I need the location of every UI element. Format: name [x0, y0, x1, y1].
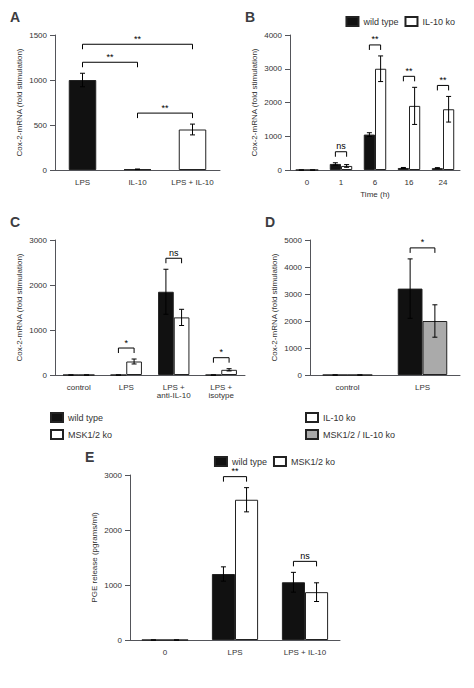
svg-text:LPS +: LPS + [210, 382, 233, 392]
svg-text:1500: 1500 [29, 31, 47, 40]
svg-text:0: 0 [305, 178, 310, 187]
svg-text:MSK1/2 ko: MSK1/2 ko [68, 430, 112, 440]
svg-text:1000: 1000 [29, 326, 47, 335]
svg-text:0: 0 [278, 166, 283, 175]
svg-text:Cox-2-mRNA (fold stimulation): Cox-2-mRNA (fold stimulation) [270, 253, 279, 361]
svg-text:IL-10 ko: IL-10 ko [422, 17, 455, 27]
svg-text:2000: 2000 [264, 98, 282, 107]
svg-text:1000: 1000 [284, 344, 302, 353]
svg-text:control: control [67, 383, 91, 392]
svg-text:2000: 2000 [104, 526, 122, 535]
svg-text:*: * [421, 237, 425, 247]
svg-text:anti-IL-10: anti-IL-10 [157, 391, 191, 400]
svg-text:ns: ns [336, 141, 346, 151]
svg-text:IL-10 ko: IL-10 ko [323, 413, 356, 423]
svg-text:MSK1/2 ko: MSK1/2 ko [291, 457, 335, 467]
svg-text:A: A [10, 9, 20, 25]
svg-text:*: * [124, 338, 128, 348]
svg-text:**: ** [371, 34, 379, 44]
svg-text:**: ** [405, 66, 413, 76]
svg-text:0: 0 [43, 166, 48, 175]
svg-text:wild type: wild type [362, 17, 398, 27]
svg-text:IL-10: IL-10 [128, 178, 147, 187]
svg-text:LPS + IL-10: LPS + IL-10 [284, 648, 327, 657]
svg-text:1000: 1000 [104, 581, 122, 590]
svg-text:1: 1 [339, 178, 344, 187]
svg-text:wild type: wild type [67, 413, 103, 423]
svg-text:Cox-2-mRNA (fold stimulation): Cox-2-mRNA (fold stimulation) [15, 48, 24, 156]
svg-text:wild type: wild type [231, 457, 267, 467]
svg-text:2000: 2000 [29, 281, 47, 290]
svg-text:LPS: LPS [119, 383, 134, 392]
svg-text:**: ** [134, 34, 142, 44]
svg-text:0: 0 [298, 371, 303, 380]
svg-text:0: 0 [163, 648, 168, 657]
svg-text:PGE release (pgrams/ml): PGE release (pgrams/ml) [90, 512, 99, 603]
svg-text:B: B [245, 9, 255, 25]
svg-text:3000: 3000 [264, 64, 282, 73]
svg-text:24: 24 [439, 178, 448, 187]
svg-text:Cox-2-mRNA (fold stimulation): Cox-2-mRNA (fold stimulation) [15, 253, 24, 361]
svg-text:isotype: isotype [209, 391, 235, 400]
svg-text:5000: 5000 [284, 236, 302, 245]
svg-text:1000: 1000 [264, 132, 282, 141]
svg-text:**: ** [231, 466, 239, 476]
svg-text:ns: ns [300, 551, 310, 561]
svg-text:0: 0 [118, 636, 123, 645]
svg-text:0: 0 [43, 371, 48, 380]
svg-text:C: C [10, 214, 20, 230]
svg-text:E: E [85, 449, 94, 465]
svg-text:**: ** [161, 103, 169, 113]
svg-text:Time (h): Time (h) [360, 190, 390, 199]
svg-text:4000: 4000 [264, 31, 282, 40]
svg-text:LPS +: LPS + [162, 382, 185, 392]
svg-text:6: 6 [373, 178, 378, 187]
svg-text:D: D [265, 214, 275, 230]
svg-text:4000: 4000 [284, 263, 302, 272]
svg-text:**: ** [106, 52, 114, 62]
svg-text:ns: ns [169, 248, 179, 258]
svg-text:LPS: LPS [227, 648, 242, 657]
svg-text:LPS: LPS [415, 383, 430, 392]
svg-text:3000: 3000 [29, 236, 47, 245]
svg-text:500: 500 [34, 121, 48, 130]
svg-text:MSK1/2 / IL-10 ko: MSK1/2 / IL-10 ko [323, 430, 395, 440]
svg-text:LPS: LPS [75, 178, 90, 187]
svg-text:LPS + IL-10: LPS + IL-10 [171, 178, 214, 187]
svg-text:2000: 2000 [284, 317, 302, 326]
svg-text:3000: 3000 [104, 471, 122, 480]
svg-text:control: control [335, 383, 359, 392]
svg-text:Cox-2-mRNA (fold stimulation): Cox-2-mRNA (fold stimulation) [250, 48, 259, 156]
svg-text:**: ** [439, 75, 447, 85]
svg-text:1000: 1000 [29, 76, 47, 85]
svg-text:3000: 3000 [284, 290, 302, 299]
svg-text:*: * [219, 347, 223, 357]
svg-text:16: 16 [405, 178, 414, 187]
